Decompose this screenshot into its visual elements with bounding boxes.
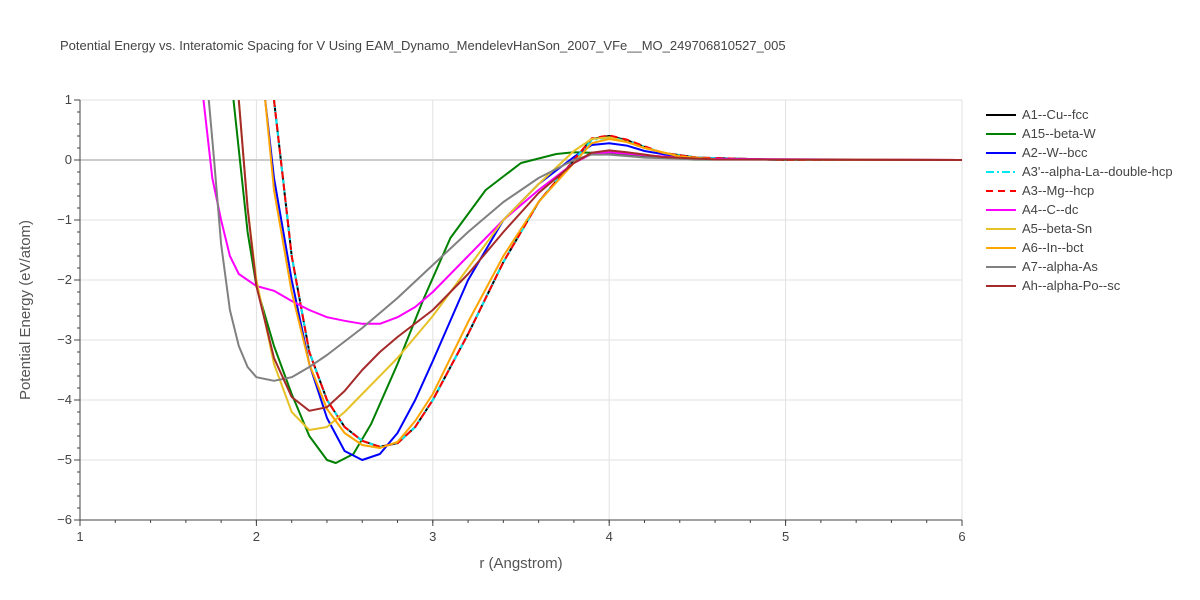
grid (80, 99, 963, 520)
y-tick-label: −1 (57, 212, 72, 227)
y-tick-label: −4 (57, 392, 72, 407)
legend-label: A6--In--bct (1022, 240, 1084, 255)
legend-label: A7--alpha-As (1022, 259, 1098, 274)
legend-label: A3'--alpha-La--double-hcp (1022, 164, 1173, 179)
series-line-7 (264, 100, 962, 449)
y-axis-title: Potential Energy (eV/atom) (17, 220, 34, 400)
legend-label: A4--C--dc (1022, 202, 1079, 217)
legend-label: A2--W--bcc (1022, 145, 1088, 160)
x-axis-title: r (Angstrom) (479, 555, 562, 572)
y-tick-label: −5 (57, 452, 72, 467)
chart-title: Potential Energy vs. Interatomic Spacing… (60, 38, 786, 53)
x-tick-label: 5 (782, 529, 789, 544)
y-tick-label: −6 (57, 512, 72, 527)
legend-label: A15--beta-W (1022, 126, 1096, 141)
y-tick-label: −3 (57, 332, 72, 347)
x-tick-label: 6 (958, 529, 965, 544)
legend-label: Ah--alpha-Po--sc (1022, 278, 1121, 293)
x-tick-label: 4 (606, 529, 613, 544)
legend: A1--Cu--fcc A15--beta-W A2--W--bcc A3'--alp… (986, 107, 1173, 293)
legend-label: A3--Mg--hcp (1022, 183, 1094, 198)
x-tick-label: 1 (76, 529, 83, 544)
y-tick-label: 0 (65, 152, 72, 167)
legend-label: A5--beta-Sn (1022, 221, 1092, 236)
series-line-2 (264, 100, 962, 461)
x-tick-label: 3 (429, 529, 436, 544)
y-tick-label: 1 (65, 92, 72, 107)
axis-ticks: 1 2 3 4 5 6 −6 −5 −4 −3 −2 −1 0 1 (57, 92, 965, 544)
series-layer (202, 100, 962, 464)
series-line-8 (207, 100, 962, 382)
y-tick-label: −2 (57, 272, 72, 287)
series-line-9 (237, 100, 962, 412)
legend-label: A1--Cu--fcc (1022, 107, 1089, 122)
x-tick-label: 2 (253, 529, 260, 544)
